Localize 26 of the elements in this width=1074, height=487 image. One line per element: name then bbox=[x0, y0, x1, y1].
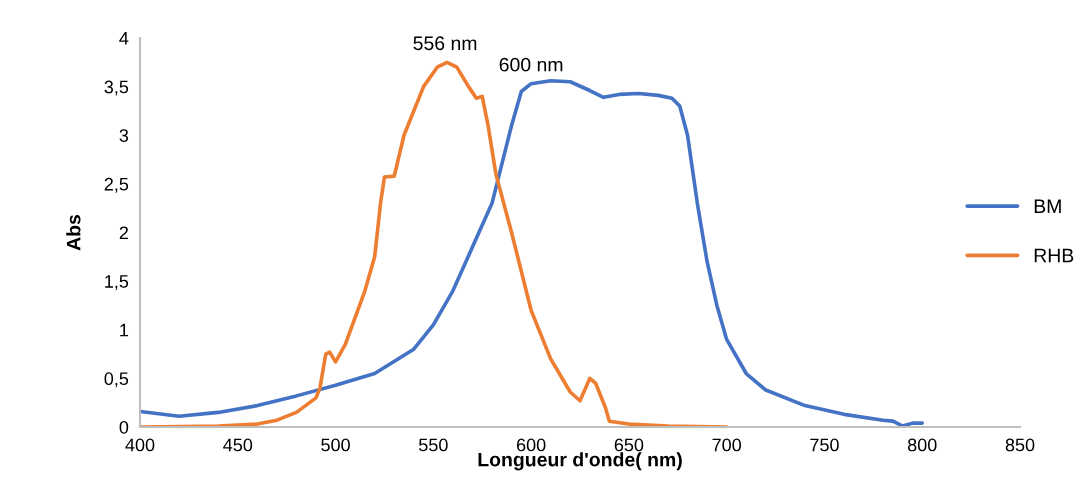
y-tick-label: 2,5 bbox=[104, 177, 129, 193]
x-tick-label: 850 bbox=[1005, 438, 1035, 452]
x-tick-label: 700 bbox=[712, 438, 742, 452]
x-tick-label: 750 bbox=[810, 438, 839, 452]
annotation: 600 nm bbox=[499, 57, 563, 72]
y-tick-label: 1 bbox=[120, 323, 129, 337]
x-tick-label: 600 bbox=[516, 438, 546, 452]
x-tick-label: 400 bbox=[125, 438, 155, 452]
annotation: 556 nm bbox=[413, 36, 477, 51]
y-tick-label: 1,5 bbox=[105, 275, 129, 290]
x-tick-label: 450 bbox=[223, 438, 253, 452]
y-tick-label: 0 bbox=[119, 420, 129, 434]
y-tick-label: 3,5 bbox=[104, 80, 129, 96]
line-series bbox=[140, 78, 925, 427]
x-tick-label: 550 bbox=[418, 438, 448, 452]
y-tick-label: 4 bbox=[119, 32, 129, 45]
y-axis-title: Abs bbox=[66, 214, 81, 251]
x-tick-label: 650 bbox=[614, 438, 644, 452]
y-tick-label: 0,5 bbox=[104, 372, 129, 388]
x-tick-label: 500 bbox=[321, 438, 350, 452]
legend-label: BM bbox=[1034, 199, 1061, 213]
y-tick-label: 2 bbox=[119, 226, 128, 240]
x-axis-title: Longueur d'onde( nm) bbox=[478, 452, 682, 471]
legend-label: RHB bbox=[1034, 248, 1074, 263]
y-tick-label: 3 bbox=[119, 129, 129, 142]
x-tick-label: 800 bbox=[907, 438, 937, 452]
